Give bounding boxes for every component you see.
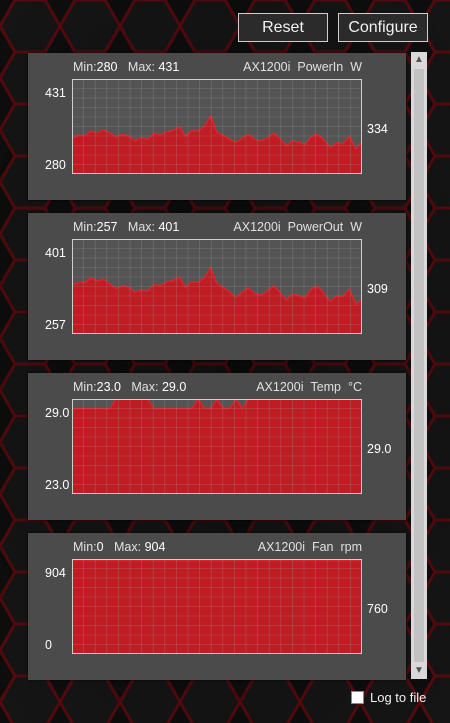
scroll-down-arrow-icon[interactable]: ▼ [414,665,424,676]
sensor-panel-temp: Min:23.0 Max: 29.0 AX1200i Temp °C 29.0 23.… [28,373,406,520]
grid-lines [72,239,362,334]
device-name: AX1200i [256,380,304,394]
current-value: 760 [367,602,388,616]
sensor-unit: W [350,220,362,234]
y-axis-min-label: 0 [45,638,52,652]
plot-border [72,239,362,334]
sensor-name: PowerIn [297,60,344,74]
sensor-title: AX1200i PowerIn W [243,60,362,74]
min-max-readout: Min:280 Max: 431 [73,60,179,74]
sensor-title: AX1200i PowerOut W [233,220,362,234]
scroll-up-arrow-icon[interactable]: ▲ [414,54,424,65]
y-axis-max-label: 401 [45,246,66,260]
max-label: Max: [127,220,155,234]
max-value: 904 [144,540,166,554]
sensor-history-chart [72,559,362,654]
configure-button[interactable]: Configure [338,13,428,42]
series-area [72,116,362,174]
max-value: 431 [158,60,180,74]
log-to-file-checkbox[interactable] [351,691,364,704]
sensor-title: AX1200i Fan rpm [258,540,362,554]
device-name: AX1200i [257,540,306,554]
device-name: AX1200i [243,60,291,74]
sensor-history-chart [72,239,362,334]
sensor-unit: W [350,60,362,74]
sensor-panel-fan: Min:0 Max: 904 AX1200i Fan rpm 904 0 760 [28,533,406,680]
grid-lines [72,399,362,494]
log-to-file-label: Log to file [370,690,427,705]
current-value: 309 [367,282,388,296]
max-label: Max: [127,60,155,74]
max-value: 29.0 [161,380,187,394]
y-axis-max-label: 431 [45,86,66,100]
series-line [72,114,362,151]
reset-button[interactable]: Reset [238,13,328,42]
series-line [72,559,362,562]
min-value: 257 [96,220,118,234]
scroll-thumb[interactable] [414,69,424,662]
sensor-name: Temp [310,380,342,394]
grid-lines [72,559,362,654]
max-label: Max: [114,540,142,554]
min-max-readout: Min:23.0 Max: 29.0 [73,380,186,394]
sensor-unit: °C [347,380,362,394]
series-line [72,265,362,306]
y-axis-min-label: 257 [45,318,66,332]
min-value: 0 [96,540,104,554]
max-value: 401 [158,220,180,234]
plot-border [72,559,362,654]
series-area [72,399,362,494]
device-name: AX1200i [233,220,281,234]
sensor-name: Fan [311,540,334,554]
sensor-name: PowerOut [287,220,344,234]
min-label: Min: [73,60,97,74]
grid-lines [72,79,362,174]
sensor-panel-powerout: Min:257 Max: 401 AX1200i PowerOut W 401 257… [28,213,406,360]
log-to-file-option[interactable]: Log to file [351,690,426,705]
min-max-readout: Min:0 Max: 904 [73,540,165,554]
sensor-history-chart [72,79,362,174]
series-area [72,267,362,334]
y-axis-max-label: 904 [45,566,66,580]
max-label: Max: [131,380,159,394]
sensor-history-chart [72,399,362,494]
min-label: Min: [73,380,97,394]
y-axis-max-label: 29.0 [45,406,70,420]
y-axis-min-label: 23.0 [45,478,70,492]
sensor-unit: rpm [340,540,362,554]
min-max-readout: Min:257 Max: 401 [73,220,179,234]
vertical-scrollbar[interactable]: ▲ ▼ [411,52,427,679]
min-value: 23.0 [96,380,121,394]
y-axis-min-label: 280 [45,158,66,172]
current-value: 334 [367,122,388,136]
sensor-panel-powerin: Min:280 Max: 431 AX1200i PowerIn W 431 280 3… [28,53,406,200]
current-value: 29.0 [367,442,392,456]
series-area [72,560,362,654]
sensor-title: AX1200i Temp °C [256,380,362,394]
plot-border [72,399,362,494]
min-label: Min: [73,540,97,554]
plot-border [72,79,362,174]
min-value: 280 [96,60,118,74]
min-label: Min: [73,220,97,234]
